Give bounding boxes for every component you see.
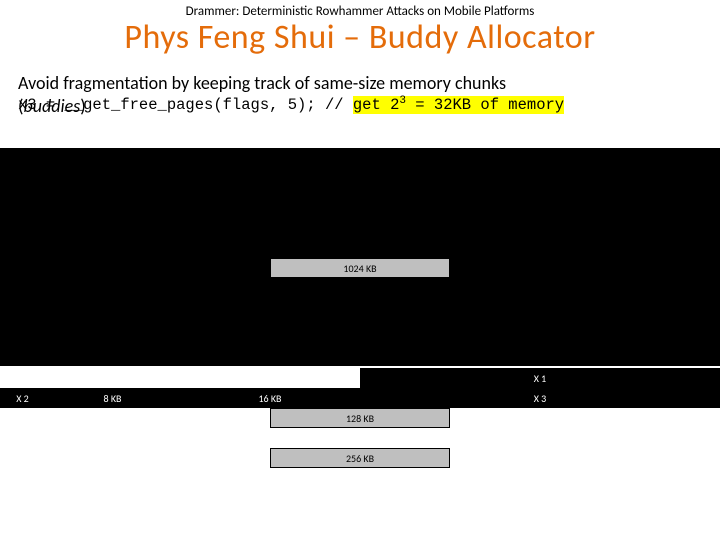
title-part-2: Buddy Allocator: [369, 17, 596, 58]
row-128: 128 KB: [0, 408, 720, 430]
code-hl-2: = 32KB of memory: [406, 96, 564, 114]
cell-x1-0: X 1: [360, 368, 720, 388]
cell-128-0: 128 KB: [270, 408, 450, 428]
cell-256-label-0: 256 KB: [346, 452, 374, 465]
cell-detail-0: X 2: [0, 388, 45, 408]
memory-black-region: 1024 KB: [0, 148, 720, 366]
label-1024kb: 1024 KB: [343, 262, 376, 275]
bar-1024kb: 1024 KB: [270, 258, 450, 278]
cell-detail-label-3: X 3: [534, 392, 547, 405]
row-256: 256 KB: [0, 448, 720, 470]
cell-detail-3: X 3: [360, 388, 720, 408]
cell-256-0: 256 KB: [270, 448, 450, 468]
code-highlight: get 23 = 32KB of memory: [353, 96, 564, 114]
code-hl-sup: 3: [399, 95, 406, 107]
title-part-1: Phys Feng Shui –: [124, 17, 368, 58]
cell-detail-1: 8 KB: [45, 388, 180, 408]
row-x1: X 1: [0, 368, 720, 390]
cell-x1-label-0: X 1: [534, 372, 547, 385]
cell-128-label-0: 128 KB: [346, 412, 374, 425]
code-line: x3 = __get_free_pages(flags, 5); // get …: [0, 95, 720, 114]
code-comment-slash: //: [325, 96, 353, 114]
slide-title: Phys Feng Shui – Buddy Allocator: [0, 17, 720, 58]
cell-detail-label-0: X 2: [16, 392, 29, 405]
cell-detail-2: 16 KB: [180, 388, 360, 408]
row-detail: X 2 8 KB 16 KB X 3: [0, 388, 720, 410]
cell-detail-label-1: 8 KB: [104, 392, 122, 405]
body-line-1: Avoid fragmentation by keeping track of …: [18, 72, 506, 94]
cell-detail-label-2: 16 KB: [258, 392, 281, 405]
code-hl-1: get 2: [353, 96, 400, 114]
code-prefix: x3 = __get_free_pages(flags, 5);: [18, 96, 325, 114]
